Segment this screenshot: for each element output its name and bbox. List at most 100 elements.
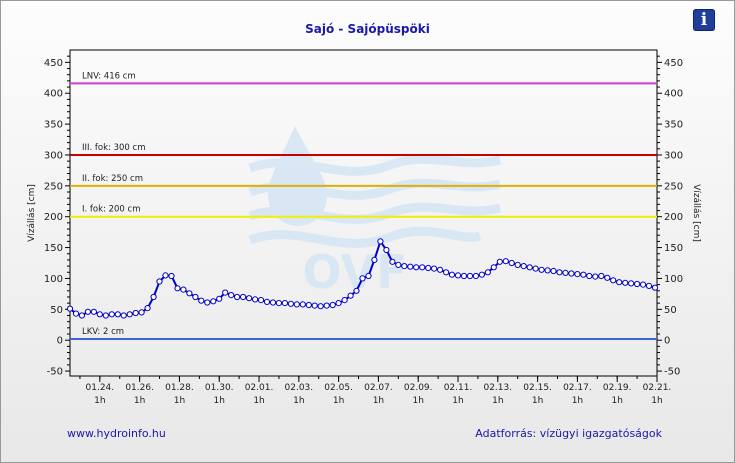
data-point: [466, 272, 474, 280]
data-point: [174, 285, 181, 292]
threshold-label-4: LKV: 2 cm: [82, 327, 124, 337]
data-point: [252, 296, 259, 303]
data-point: [263, 298, 271, 305]
data-point: [180, 286, 187, 293]
x-tick-label: 02.13.: [483, 383, 512, 393]
data-source-note: Adatforrás: vízügyi igazgatóságok: [475, 427, 662, 440]
y-tick-label-right: 200: [664, 212, 683, 223]
data-point: [622, 279, 629, 286]
data-point: [281, 300, 288, 307]
chart-title: Sajó - Sajópüspöki: [305, 22, 430, 36]
data-point: [472, 272, 479, 280]
data-point: [102, 312, 109, 319]
x-tick-sublabel: 1h: [293, 396, 304, 406]
data-point: [108, 311, 115, 318]
data-point: [120, 312, 127, 319]
data-point: [544, 267, 551, 274]
data-point: [138, 309, 145, 316]
data-point: [293, 301, 300, 308]
threshold-label-0: LNV: 416 cm: [82, 71, 136, 81]
data-point: [460, 272, 468, 280]
data-point: [359, 275, 366, 282]
data-point: [311, 302, 318, 309]
y-tick-label-left: 150: [44, 243, 63, 254]
x-tick-label: 01.30.: [205, 383, 234, 393]
y-tick-label-right: 350: [664, 120, 683, 131]
data-point: [317, 303, 324, 310]
threshold-label-1: III. fok: 300 cm: [82, 143, 145, 153]
data-point: [234, 293, 241, 301]
plot-area: [69, 49, 658, 377]
water-drop-wave-logo: OVF: [248, 126, 502, 299]
x-tick-label: 01.26.: [125, 383, 154, 393]
data-point: [592, 273, 599, 280]
y-tick-label-left: 100: [44, 274, 63, 285]
data-point: [341, 297, 348, 304]
y-tick-label-left: 50: [50, 305, 63, 316]
data-point: [275, 300, 282, 307]
data-point: [448, 271, 456, 278]
data-point: [126, 311, 133, 318]
data-point: [586, 272, 593, 280]
x-tick-label: 01.24.: [86, 383, 115, 393]
info-icon[interactable]: i: [693, 9, 715, 31]
data-point: [598, 272, 605, 280]
y-axis-label-right: Vízállás [cm]: [691, 184, 701, 242]
data-point: [132, 309, 139, 317]
data-point: [550, 267, 557, 275]
data-point: [538, 266, 545, 273]
x-tick-label: 02.21.: [643, 383, 672, 393]
data-point: [628, 280, 635, 287]
x-tick-sublabel: 1h: [452, 396, 463, 406]
data-point: [210, 298, 217, 305]
data-point: [365, 272, 372, 280]
data-point: [634, 280, 641, 288]
y-tick-label-right: 0: [664, 336, 670, 347]
data-point: [186, 290, 193, 297]
y-tick-label-right: 100: [664, 274, 683, 285]
data-point: [389, 258, 396, 265]
data-point: [114, 311, 121, 318]
data-point: [640, 281, 647, 288]
data-point: [520, 263, 527, 270]
y-tick-label-right: -50: [664, 367, 680, 378]
data-point: [526, 264, 533, 271]
data-point: [329, 301, 336, 309]
data-point: [496, 258, 503, 265]
y-tick-label-left: 350: [44, 120, 63, 131]
data-point: [574, 271, 581, 278]
data-point: [514, 261, 521, 268]
data-point: [484, 269, 491, 276]
data-point: [431, 265, 438, 272]
y-tick-label-left: 0: [57, 336, 63, 347]
data-point: [478, 271, 485, 278]
data-point: [407, 263, 414, 270]
data-point: [562, 269, 569, 276]
x-tick-sublabel: 1h: [174, 396, 185, 406]
data-point: [443, 269, 450, 276]
x-tick-sublabel: 1h: [94, 396, 105, 406]
y-tick-label-left: 200: [44, 212, 63, 223]
data-point: [645, 282, 653, 289]
x-tick-sublabel: 1h: [492, 396, 503, 406]
y-axis-label-left: Vízállás [cm]: [27, 184, 37, 242]
data-point: [395, 261, 402, 268]
data-point: [305, 301, 312, 309]
data-point: [222, 289, 229, 296]
data-point: [532, 265, 539, 272]
data-point: [96, 311, 103, 318]
y-tick-label-left: 250: [44, 181, 63, 192]
data-point: [192, 293, 199, 301]
data-point: [66, 305, 74, 312]
data-point: [323, 302, 330, 309]
source-link[interactable]: www.hydroinfo.hu: [67, 427, 166, 440]
x-tick-sublabel: 1h: [134, 396, 145, 406]
x-tick-label: 02.05.: [324, 383, 353, 393]
data-point: [347, 292, 354, 299]
data-point: [401, 263, 408, 270]
data-point: [437, 266, 444, 273]
x-tick-label: 02.17.: [563, 383, 592, 393]
data-point: [335, 300, 342, 307]
x-tick-label: 02.15.: [523, 383, 552, 393]
